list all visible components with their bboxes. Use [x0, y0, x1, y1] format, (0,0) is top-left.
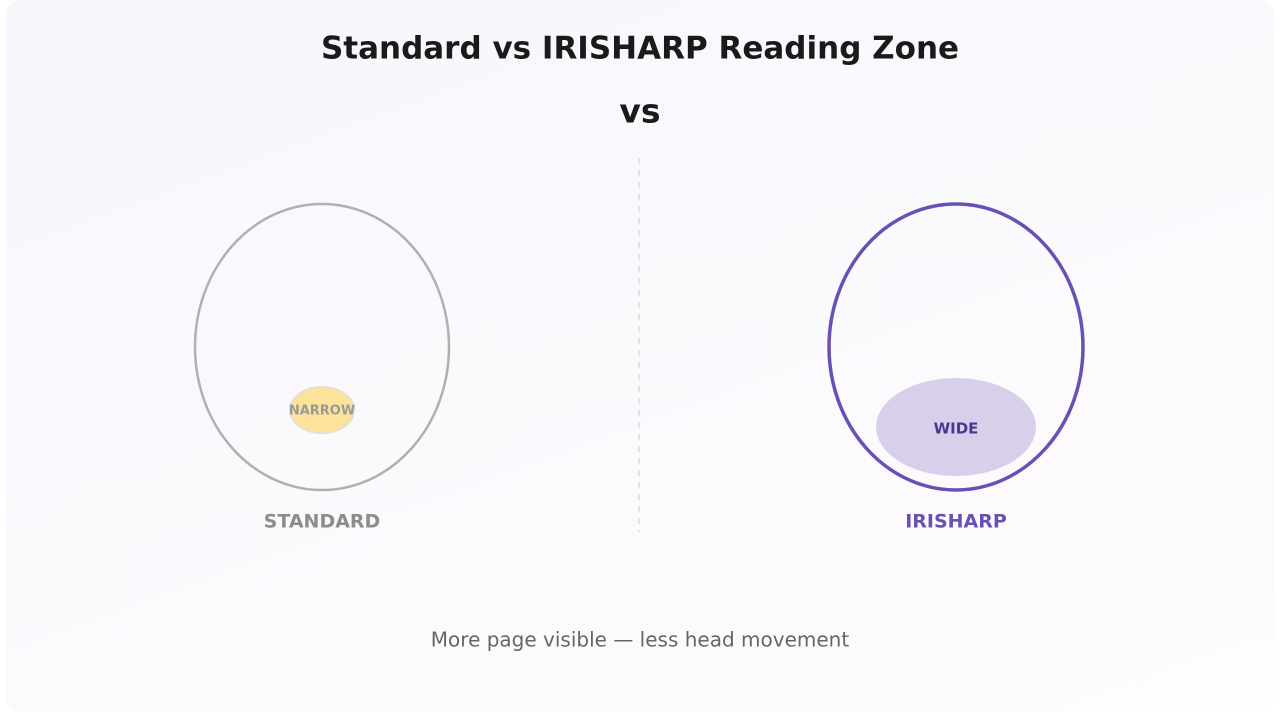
irisharp-eye	[827, 202, 1085, 492]
title: Standard vs IRISHARP Reading Zone	[321, 31, 959, 67]
card	[6, 0, 1274, 712]
narrow-label: NARROW	[289, 404, 355, 419]
separator: vs	[619, 92, 660, 131]
irisharp-label: IRISHARP	[905, 511, 1007, 533]
standard-eye	[193, 202, 451, 492]
caption: More page visible — less head movement	[431, 628, 850, 652]
narrow-zone	[289, 386, 355, 434]
standard-label: STANDARD	[264, 511, 381, 533]
wide-zone	[876, 378, 1036, 476]
wide-label: WIDE	[934, 420, 979, 438]
